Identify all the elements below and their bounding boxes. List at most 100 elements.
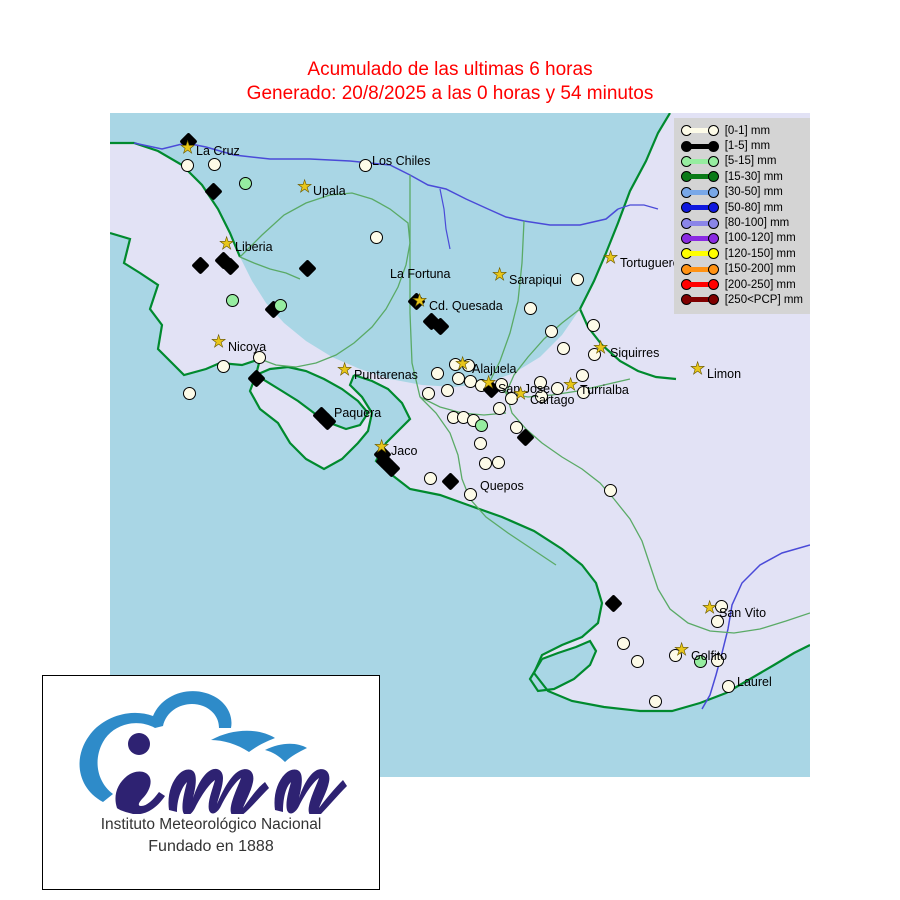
province-line-brunca — [613, 498, 810, 634]
station-marker[interactable] — [225, 293, 239, 307]
station-marker[interactable] — [693, 654, 707, 668]
station-marker[interactable] — [556, 341, 570, 355]
precipitation-legend: [0-1] mm [1-5] mm [5-15] mm [15-30] mm [30-5… — [673, 118, 810, 314]
city-label: Limon — [707, 367, 742, 381]
legend-item: [30-50] mm — [680, 185, 803, 200]
imn-wordmark — [115, 733, 347, 814]
station-marker[interactable] — [461, 358, 475, 372]
station-marker[interactable] — [494, 377, 508, 391]
legend-swatch-icon — [680, 217, 719, 230]
legend-item-label: [200-250] mm — [724, 278, 796, 291]
station-marker[interactable] — [533, 375, 547, 389]
imn-logo-text: Instituto Meteorológico Nacional Fundado… — [43, 814, 379, 858]
station-marker[interactable] — [491, 455, 505, 469]
coastline-caribbean — [578, 113, 677, 381]
station-marker[interactable] — [575, 368, 589, 382]
city-label: Cartago — [530, 393, 575, 407]
station-marker[interactable] — [423, 471, 437, 485]
station-marker[interactable] — [616, 636, 630, 650]
legend-item-label: [0-1] mm — [724, 124, 771, 137]
station-marker[interactable] — [421, 386, 435, 400]
station-marker[interactable] — [207, 157, 221, 171]
station-marker[interactable] — [369, 230, 383, 244]
legend-swatch-icon — [680, 124, 719, 137]
station-marker[interactable] — [358, 158, 372, 172]
station-marker[interactable] — [474, 418, 488, 432]
city-label: Los Chiles — [372, 154, 431, 168]
legend-item: [200-250] mm — [680, 277, 803, 292]
station-marker[interactable] — [509, 420, 523, 434]
city-label: Quepos — [480, 479, 524, 493]
station-marker[interactable] — [534, 389, 548, 403]
station-marker[interactable] — [630, 654, 644, 668]
station-marker[interactable] — [544, 324, 558, 338]
city-label: Sarapiqui — [509, 273, 562, 287]
station-marker[interactable] — [570, 272, 584, 286]
province-line-alajuela — [409, 175, 421, 398]
province-line-heredia — [489, 220, 525, 382]
station-marker[interactable] — [492, 401, 506, 415]
station-marker[interactable] — [550, 381, 564, 395]
station-marker[interactable] — [473, 436, 487, 450]
precipitation-map[interactable]: ★ La Cruz ★ Upala Los Chiles ★ Liberia La Fortu… — [110, 113, 810, 777]
legend-swatch-icon — [680, 247, 719, 260]
legend-swatch-icon — [680, 186, 719, 199]
border-panama — [701, 544, 810, 710]
station-marker[interactable] — [216, 359, 230, 373]
province-line-guanacaste — [239, 192, 411, 368]
station-marker[interactable] — [721, 679, 735, 693]
logo-institute-name: Instituto Meteorológico Nacional — [100, 816, 322, 833]
station-marker[interactable] — [714, 599, 728, 613]
title-line-2: Generado: 20/8/2025 a las 0 horas y 54 m… — [246, 83, 654, 104]
legend-item: [50-80] mm — [680, 200, 803, 215]
city-label: Liberia — [235, 240, 273, 254]
legend-item: [80-100] mm — [680, 215, 803, 230]
legend-swatch-icon — [680, 278, 719, 291]
station-marker[interactable] — [430, 366, 444, 380]
station-marker[interactable] — [182, 386, 196, 400]
station-marker[interactable] — [451, 371, 465, 385]
title-line-1: Acumulado de las ultimas 6 horas — [307, 59, 593, 80]
station-marker[interactable] — [478, 456, 492, 470]
station-marker[interactable] — [710, 653, 724, 667]
legend-item: [150-200] mm — [680, 262, 803, 277]
station-marker[interactable] — [238, 176, 252, 190]
station-marker[interactable] — [668, 648, 682, 662]
legend-item: [100-120] mm — [680, 231, 803, 246]
station-marker[interactable] — [463, 487, 477, 501]
legend-swatch-icon — [680, 155, 719, 168]
city-label: La Fortuna — [390, 267, 451, 281]
station-marker[interactable] — [648, 694, 662, 708]
station-marker[interactable] — [523, 301, 537, 315]
station-marker[interactable] — [252, 350, 266, 364]
station-marker[interactable] — [440, 383, 454, 397]
border-nicaragua — [133, 142, 619, 226]
gulf-of-nicoya — [256, 367, 368, 429]
station-marker[interactable] — [586, 318, 600, 332]
imn-logo-mark — [79, 691, 347, 814]
legend-item-label: [30-50] mm — [724, 186, 783, 199]
legend-item-label: [1-5] mm — [724, 140, 771, 153]
imn-logo: Instituto Meteorológico Nacional Fundado… — [42, 675, 380, 890]
city-label: Laurel — [737, 675, 772, 689]
city-label: Tortuguero — [620, 256, 680, 270]
cloud-swoosh-icon — [79, 691, 307, 802]
station-marker[interactable] — [273, 298, 287, 312]
station-marker[interactable] — [603, 483, 617, 497]
station-marker[interactable] — [587, 347, 601, 361]
legend-item-label: [250<PCP] mm — [724, 293, 803, 306]
page-title: Acumulado de las ultimas 6 horas Generad… — [0, 58, 900, 106]
station-marker[interactable] — [710, 614, 724, 628]
city-label: La Cruz — [196, 144, 240, 158]
legend-item-label: [50-80] mm — [724, 201, 783, 214]
legend-swatch-icon — [680, 232, 719, 245]
river-sanjuan-branch — [617, 204, 659, 210]
station-marker[interactable] — [576, 385, 590, 399]
station-marker[interactable] — [504, 391, 518, 405]
station-marker[interactable] — [448, 357, 462, 371]
station-marker[interactable] — [180, 158, 194, 172]
legend-item-label: [100-120] mm — [724, 232, 796, 245]
legend-swatch-icon — [680, 170, 719, 183]
coastline-nicoya-gulf — [255, 365, 370, 431]
legend-item: [250<PCP] mm — [680, 292, 803, 307]
